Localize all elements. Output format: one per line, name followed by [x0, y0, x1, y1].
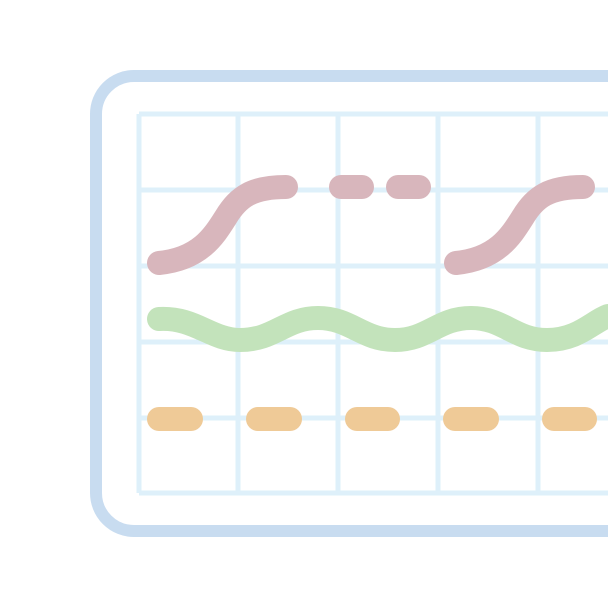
panel-frame: [90, 70, 608, 537]
track-top: [147, 175, 595, 275]
wave-segment: [147, 304, 608, 352]
s-curve-segment: [147, 175, 298, 275]
s-curve-segment: [444, 175, 595, 275]
track-middle: [147, 304, 608, 352]
